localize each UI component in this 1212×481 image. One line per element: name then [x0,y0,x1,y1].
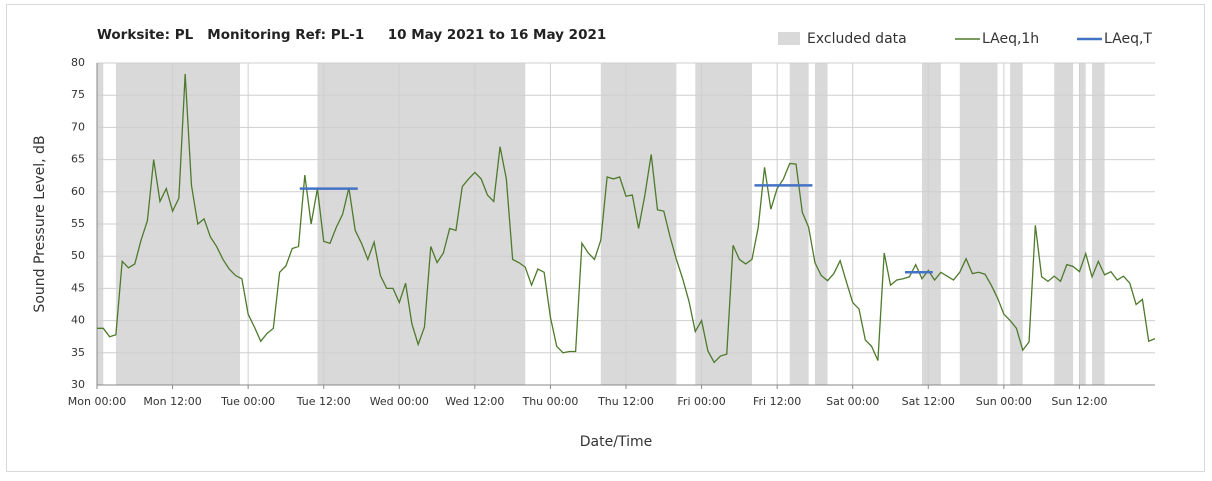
y-tick-label: 55 [71,217,85,230]
x-tick-label: Thu 12:00 [597,395,654,408]
y-tick-label: 75 [71,88,85,101]
x-tick-label: Sat 00:00 [826,395,879,408]
y-tick-label: 30 [71,378,85,391]
y-tick-label: 70 [71,120,85,133]
x-tick-label: Sun 12:00 [1051,395,1107,408]
y-tick-label: 40 [71,314,85,327]
y-tick-label: 65 [71,153,85,166]
y-tick-label: 80 [71,56,85,69]
chart-title: Worksite: PL Monitoring Ref: PL-1 10 May… [97,27,606,43]
plot-area: 30 35 40 45 50 55 60 65 70 75 80 Mon 00:00 Mon 12:00… [68,56,1156,408]
y-tick-label: 60 [71,185,85,198]
x-tick-label: Wed 00:00 [370,395,429,408]
x-tick-label: Sun 00:00 [976,395,1032,408]
x-tick-label: Sat 12:00 [902,395,955,408]
x-tick-label: Tue 00:00 [220,395,275,408]
x-axis-title: Date/Time [580,434,652,450]
x-tick-label: Fri 00:00 [677,395,725,408]
x-tick-label: Fri 12:00 [753,395,801,408]
x-tick-label: Wed 12:00 [445,395,504,408]
x-tick-label: Mon 00:00 [68,395,126,408]
y-tick-label: 50 [71,249,85,262]
y-tick-label: 35 [71,346,85,359]
x-tick-label: Mon 12:00 [143,395,201,408]
legend-label: Excluded data [807,31,907,47]
y-axis-title: Sound Pressure Level, dB [32,135,48,312]
legend-label: LAeq,T [1104,31,1152,47]
x-tick-label: Thu 00:00 [521,395,578,408]
series-line [97,73,1156,364]
y-tick-label: 45 [71,281,85,294]
legend-label: LAeq,1h [982,31,1039,47]
x-tick-label: Tue 12:00 [296,395,351,408]
legend-swatch [778,32,800,45]
